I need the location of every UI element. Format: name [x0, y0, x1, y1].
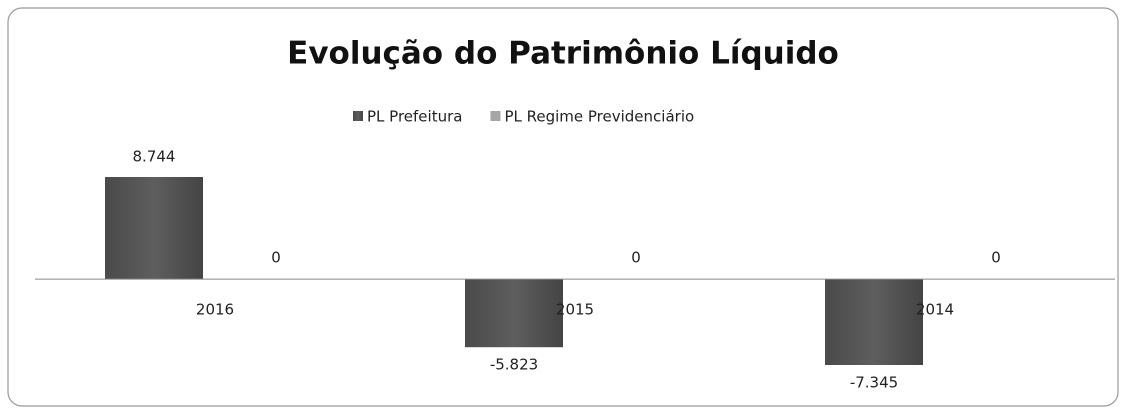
bar — [105, 177, 203, 280]
data-label: 0 — [271, 249, 281, 267]
legend-label: PL Regime Previdenciário — [504, 108, 694, 126]
x-tick-label: 2014 — [916, 301, 954, 319]
x-tick-label: 2015 — [556, 301, 594, 319]
data-label: -7.345 — [850, 374, 898, 392]
data-label: -5.823 — [490, 356, 538, 374]
x-tick-label: 2016 — [196, 301, 234, 319]
legend-swatch — [353, 111, 363, 121]
legend-label: PL Prefeitura — [367, 108, 462, 126]
data-label: 8.744 — [133, 148, 176, 166]
data-label: 0 — [991, 249, 1001, 267]
legend-swatch — [490, 111, 501, 121]
bar — [465, 279, 563, 348]
bar — [825, 279, 923, 365]
data-label: 0 — [631, 249, 641, 267]
chart-title: Evolução do Patrimônio Líquido — [287, 36, 839, 72]
